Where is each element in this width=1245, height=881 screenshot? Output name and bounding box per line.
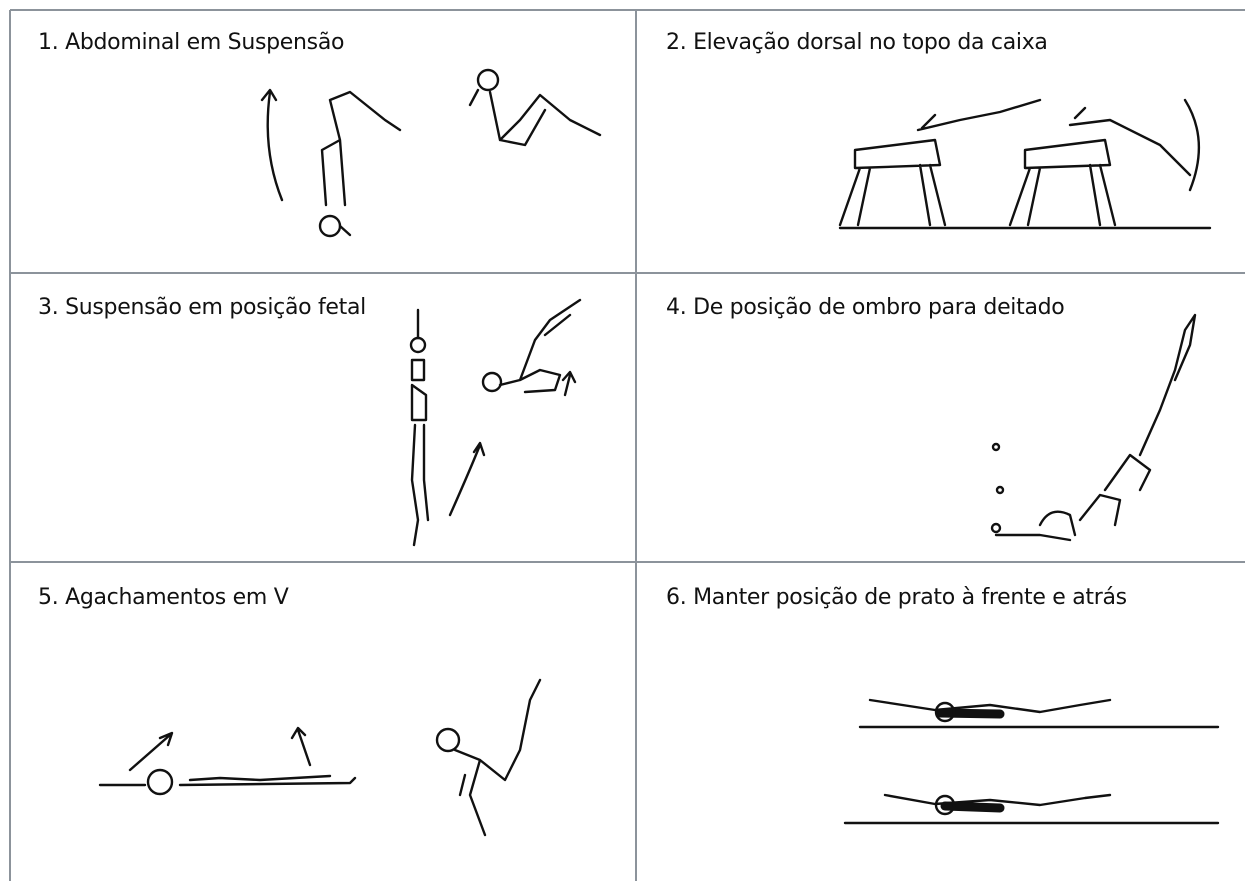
cell-label: 6. Manter posição de prato à frente e at… xyxy=(666,585,1127,610)
cell-label: 4. De posição de ombro para deitado xyxy=(666,295,1065,320)
cell-label: 1. Abdominal em Suspensão xyxy=(38,30,345,55)
sketch-plate xyxy=(843,698,1220,825)
cell-label: 3. Suspensão em posição fetal xyxy=(38,295,366,320)
sketch-fetal xyxy=(409,298,582,547)
table-grid xyxy=(9,9,1245,881)
sketch-box xyxy=(838,98,1212,230)
cell-label: 2. Elevação dorsal no topo da caixa xyxy=(666,30,1048,55)
sketch-shoulder xyxy=(990,313,1197,542)
cell-label: 5. Agachamentos em V xyxy=(38,585,289,610)
sketch-hanging-abs xyxy=(260,68,602,238)
sketch-v-ups xyxy=(98,678,542,837)
